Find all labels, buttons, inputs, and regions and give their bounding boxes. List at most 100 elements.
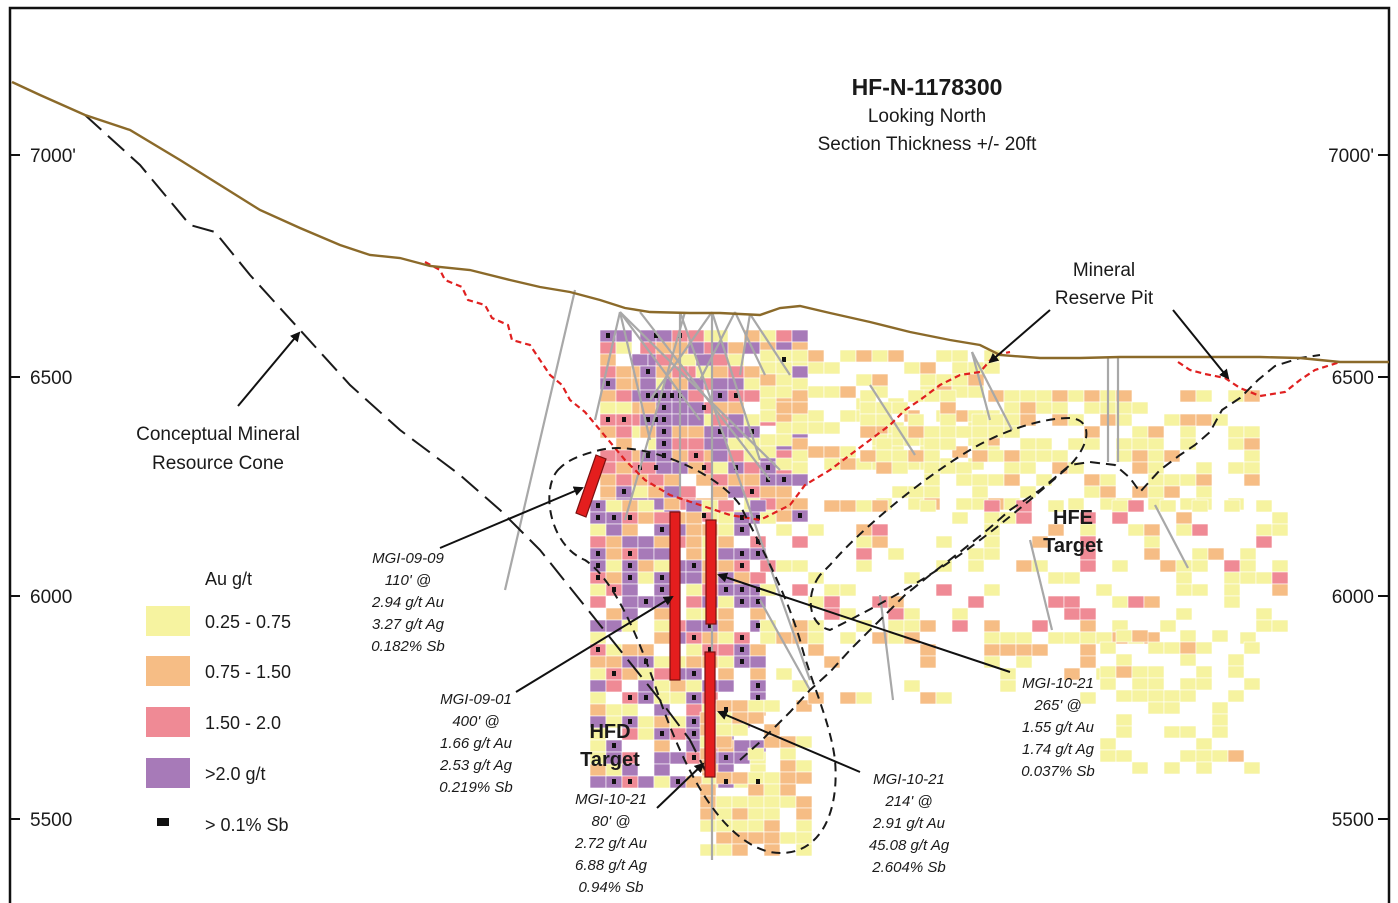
grade-block xyxy=(855,691,873,705)
grade-block xyxy=(823,583,841,597)
grade-block xyxy=(791,421,809,435)
annotation-au: 2.94 g/t Au xyxy=(371,594,445,611)
sb-marker xyxy=(756,551,760,556)
grade-block xyxy=(717,667,735,681)
sb-marker xyxy=(750,429,754,434)
grade-block xyxy=(1179,413,1197,427)
grade-block xyxy=(971,473,989,487)
legend-swatch-2 xyxy=(146,707,190,737)
grade-block xyxy=(1143,595,1161,609)
grade-block xyxy=(621,643,639,657)
grade-block xyxy=(939,389,957,403)
grade-block xyxy=(1131,425,1149,439)
grade-block xyxy=(1143,535,1161,549)
grade-block xyxy=(807,643,825,657)
grade-block xyxy=(1179,749,1197,763)
sb-marker xyxy=(612,779,616,784)
sb-marker xyxy=(646,369,650,374)
grade-block xyxy=(1015,655,1033,669)
grade-block xyxy=(1099,473,1117,487)
grade-block xyxy=(1019,389,1037,403)
grade-block xyxy=(717,547,735,561)
grade-block xyxy=(971,449,989,463)
grade-block xyxy=(1063,595,1081,609)
grade-block xyxy=(1147,461,1165,475)
grade-block xyxy=(775,361,793,375)
grade-block xyxy=(749,571,767,585)
grade-block xyxy=(1003,401,1021,415)
grade-block xyxy=(935,691,953,705)
drill-hole xyxy=(649,311,713,401)
grade-block xyxy=(653,559,671,573)
grade-block xyxy=(637,775,655,789)
drill-hole xyxy=(1154,504,1189,569)
sb-marker xyxy=(782,477,786,482)
grade-block xyxy=(1175,607,1193,621)
sb-marker xyxy=(756,515,760,520)
sb-marker xyxy=(692,635,696,640)
conceptual-resource-cone-outline xyxy=(84,114,706,771)
grade-block xyxy=(1227,665,1245,679)
grade-block xyxy=(1079,619,1097,633)
legend-swatch-1 xyxy=(146,656,190,686)
grade-block xyxy=(775,373,793,387)
annotation-au: 1.55 g/t Au xyxy=(1022,719,1095,736)
sb-marker xyxy=(660,587,664,592)
grade-block xyxy=(711,485,729,499)
grade-block xyxy=(775,329,793,343)
grade-block xyxy=(1127,523,1145,537)
grade-block xyxy=(759,485,777,499)
grade-block xyxy=(967,385,985,399)
sb-marker xyxy=(756,599,760,604)
grade-block xyxy=(1195,413,1213,427)
grade-block xyxy=(589,691,607,705)
grade-block xyxy=(779,831,797,845)
grade-block xyxy=(903,571,921,585)
grade-block xyxy=(1143,523,1161,537)
grade-block xyxy=(1147,665,1165,679)
grade-block xyxy=(743,473,761,487)
sb-marker xyxy=(724,587,728,592)
grade-block xyxy=(1147,425,1165,439)
legend-label-1: 0.75 - 1.50 xyxy=(205,662,291,682)
grade-block xyxy=(791,377,809,391)
grade-block xyxy=(807,409,825,423)
grade-block xyxy=(1031,619,1049,633)
grade-block xyxy=(599,485,617,499)
grade-block xyxy=(1111,595,1129,609)
grade-block xyxy=(983,631,1001,645)
grade-block xyxy=(747,831,765,845)
grade-block xyxy=(715,795,733,809)
grade-block xyxy=(1195,461,1213,475)
grade-block xyxy=(685,619,703,633)
grade-block xyxy=(1099,737,1117,751)
grade-block xyxy=(1035,401,1053,415)
grade-block xyxy=(999,679,1017,693)
grade-block xyxy=(839,691,857,705)
sb-marker xyxy=(628,575,632,580)
sb-marker xyxy=(740,659,744,664)
grade-block xyxy=(653,667,671,681)
sb-marker xyxy=(622,489,626,494)
grade-block xyxy=(823,499,841,513)
annotation-hole: MGI-10-21 xyxy=(1022,675,1094,692)
cone-label-line2: Resource Cone xyxy=(152,453,284,474)
grade-block xyxy=(599,425,617,439)
elev-left-6000: 6000 xyxy=(30,587,72,608)
grade-block xyxy=(717,535,735,549)
grade-block xyxy=(1163,473,1181,487)
grade-block xyxy=(1211,713,1229,727)
grade-block xyxy=(951,607,969,621)
figure-frame xyxy=(8,6,1391,903)
drill-hole xyxy=(738,313,752,376)
grade-block xyxy=(791,583,809,597)
grade-block xyxy=(823,655,841,669)
grade-block xyxy=(731,723,749,737)
grade-block xyxy=(875,437,893,451)
grade-block xyxy=(731,807,749,821)
grade-block xyxy=(859,449,877,463)
grade-block xyxy=(685,583,703,597)
grade-block xyxy=(1195,665,1213,679)
grade-block xyxy=(1115,665,1133,679)
grade-block xyxy=(637,511,655,525)
